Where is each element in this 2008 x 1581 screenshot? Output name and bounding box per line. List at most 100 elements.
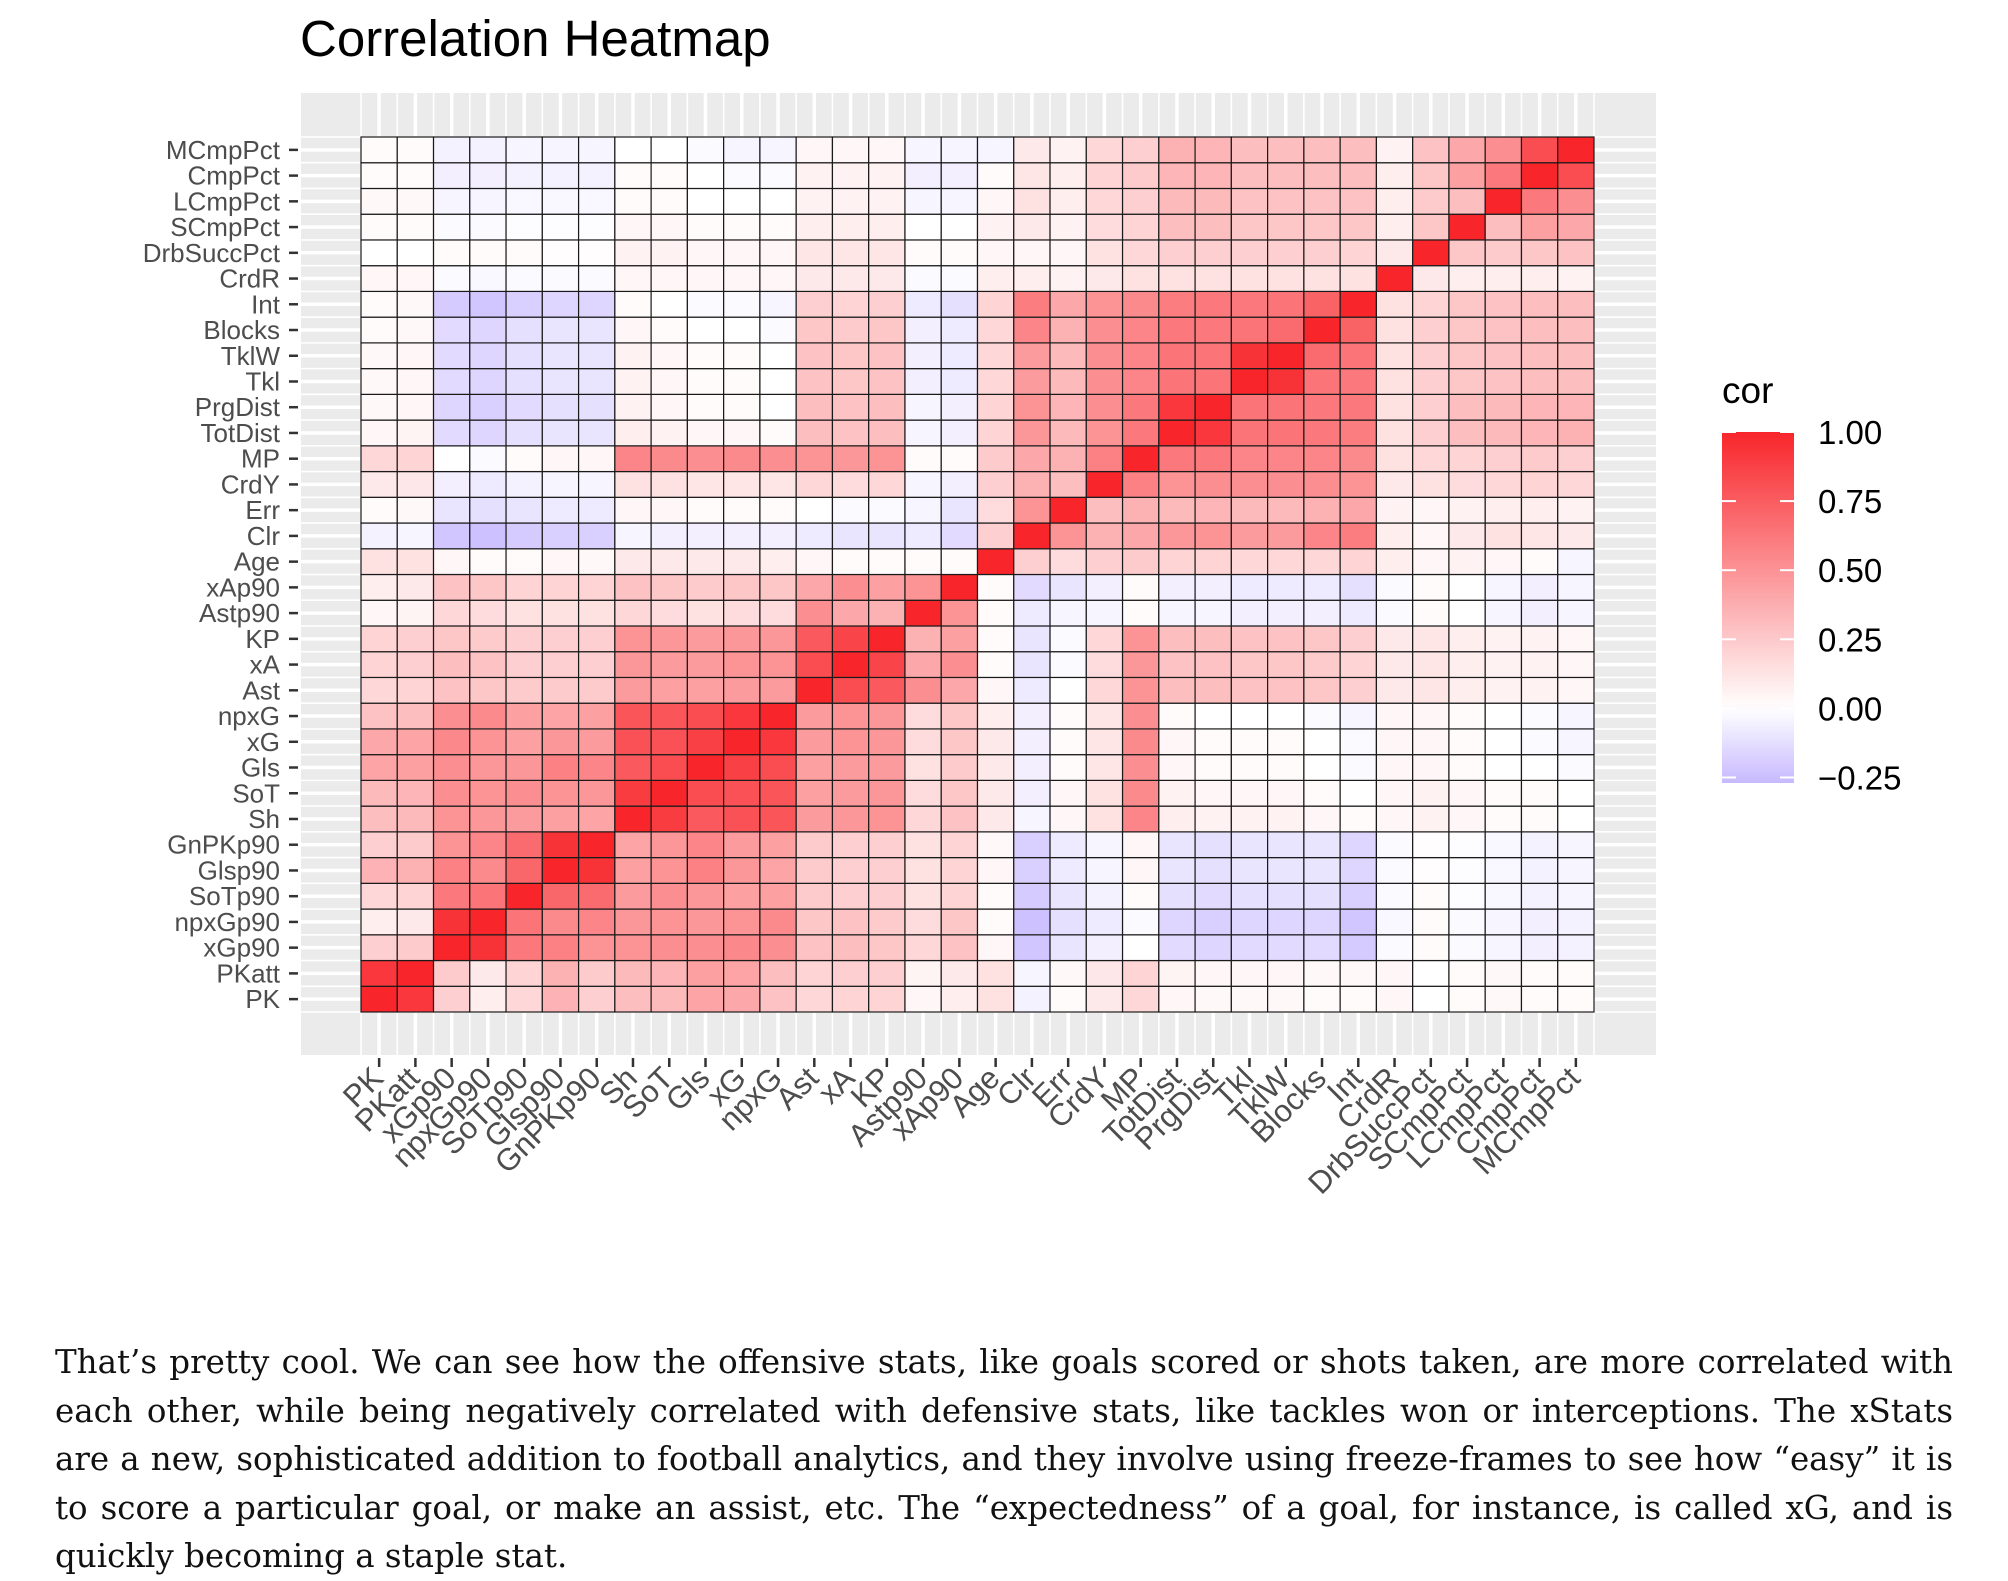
heatmap-tile-Int-PrgDist [1339, 393, 1378, 421]
heatmap-tile-LCmpPct-MP [1484, 445, 1523, 473]
heatmap-tile-DrbSuccPct-npxGp90 [1412, 908, 1450, 936]
heatmap-tile-SoTp90-xG [505, 728, 543, 756]
y-tick-label-Glsp90: Glsp90 [198, 855, 280, 885]
heatmap-tile-GnPKp90-Int [577, 290, 616, 318]
heatmap-tile-Tkl-PKatt [1230, 959, 1269, 987]
heatmap-tile-xGp90-Err [432, 496, 471, 524]
heatmap-tile-SoT-Glsp90 [650, 856, 688, 884]
heatmap-tile-GnPKp90-Astp90 [577, 599, 616, 627]
heatmap-tile-xG-npxGp90 [723, 908, 761, 936]
heatmap-tile-npxG-Err [759, 496, 797, 524]
heatmap-tile-Gls-Age [686, 548, 725, 576]
heatmap-tile-CmpPct-Gls [1520, 754, 1559, 781]
heatmap-tile-Age-xA [976, 651, 1015, 679]
heatmap-tile-npxGp90-npxGp90 [469, 908, 507, 936]
heatmap-tile-Blocks-Astp90 [1303, 599, 1341, 627]
heatmap-tile-Blocks-Int [1303, 290, 1341, 318]
heatmap-tile-GnPKp90-Err [577, 496, 616, 524]
heatmap-tile-SCmpPct-xGp90 [1448, 934, 1486, 962]
heatmap-tile-Gls-Astp90 [686, 599, 725, 627]
heatmap-tile-DrbSuccPct-TotDist [1412, 419, 1450, 447]
heatmap-tile-Tkl-Sh [1230, 805, 1269, 833]
heatmap-tile-MCmpPct-DrbSuccPct [1557, 239, 1595, 267]
heatmap-tile-Astp90-npxGp90 [904, 908, 942, 936]
heatmap-tile-SoT-KP [650, 625, 688, 653]
heatmap-tile-TklW-LCmpPct [1267, 187, 1305, 215]
heatmap-tile-DrbSuccPct-TklW [1412, 342, 1450, 370]
heatmap-tile-Tkl-xA [1230, 651, 1269, 679]
heatmap-tile-CrdR-xGp90 [1375, 934, 1414, 962]
heatmap-tile-PKatt-Clr [396, 522, 435, 550]
heatmap-tile-MP-npxGp90 [1121, 908, 1160, 936]
heatmap-tile-MCmpPct-npxGp90 [1557, 908, 1595, 936]
heatmap-tile-npxG-xGp90 [759, 934, 797, 962]
heatmap-tile-Astp90-MCmpPct [904, 136, 942, 164]
heatmap-tile-Err-DrbSuccPct [1049, 239, 1087, 267]
heatmap-tile-PKatt-npxG [396, 702, 435, 730]
heatmap-tile-Gls-CmpPct [686, 162, 725, 190]
y-tick-label-TotDist: TotDist [201, 418, 281, 448]
heatmap-tile-CmpPct-CrdY [1520, 470, 1559, 498]
heatmap-tile-Ast-SoTp90 [795, 882, 834, 910]
heatmap-tile-PKatt-SCmpPct [396, 213, 435, 241]
heatmap-tile-CmpPct-Age [1520, 548, 1559, 576]
heatmap-tile-Err-TklW [1049, 342, 1087, 370]
heatmap-tile-Gls-PrgDist [686, 393, 725, 421]
heatmap-tile-xAp90-Int [940, 290, 979, 318]
heatmap-tile-xG-xG [723, 728, 761, 756]
heatmap-tile-xG-Blocks [723, 316, 761, 344]
heatmap-tile-PKatt-PrgDist [396, 393, 435, 421]
heatmap-tile-CrdR-Int [1375, 290, 1414, 318]
heatmap-tile-Ast-Age [795, 548, 834, 576]
heatmap-tile-npxG-xAp90 [759, 573, 797, 601]
heatmap-tile-Int-Blocks [1339, 316, 1378, 344]
heatmap-tile-CrdR-SCmpPct [1375, 213, 1414, 241]
heatmap-tile-xA-CrdR [831, 265, 870, 293]
heatmap-tile-xG-xGp90 [723, 934, 761, 962]
heatmap-tile-Int-GnPKp90 [1339, 831, 1378, 859]
heatmap-tile-npxG-CrdR [759, 265, 797, 293]
heatmap-tile-KP-Sh [868, 805, 906, 833]
heatmap-tile-Tkl-Age [1230, 548, 1269, 576]
heatmap-tile-Sh-Tkl [614, 368, 652, 395]
heatmap-tile-SoT-TklW [650, 342, 688, 370]
heatmap-tile-CrdR-DrbSuccPct [1375, 239, 1414, 267]
heatmap-tile-GnPKp90-xG [577, 728, 616, 756]
caption-paragraph: That’s pretty cool. We can see how the o… [55, 1338, 1953, 1581]
heatmap-tile-npxG-SoT [759, 779, 797, 807]
heatmap-tile-DrbSuccPct-Glsp90 [1412, 856, 1450, 884]
heatmap-tile-CrdY-PKatt [1085, 959, 1124, 987]
heatmap-tile-PrgDist-TotDist [1194, 419, 1232, 447]
heatmap-tile-npxGp90-xG [469, 728, 507, 756]
heatmap-tile-TotDist-SoT [1158, 779, 1196, 807]
heatmap-tile-CmpPct-Blocks [1520, 316, 1559, 344]
heatmap-tile-CrdR-Sh [1375, 805, 1414, 833]
heatmap-tile-PrgDist-Err [1194, 496, 1232, 524]
heatmap-tile-xA-xA [831, 651, 870, 679]
heatmap-tile-SoTp90-xGp90 [505, 934, 543, 962]
heatmap-tile-Ast-PrgDist [795, 393, 834, 421]
heatmap-tile-PKatt-LCmpPct [396, 187, 435, 215]
heatmap-tile-TklW-TklW [1267, 342, 1305, 370]
heatmap-tile-npxG-Glsp90 [759, 856, 797, 884]
heatmap-tile-PrgDist-CmpPct [1194, 162, 1232, 190]
heatmap-tile-Age-xAp90 [976, 573, 1015, 601]
heatmap-tile-Sh-xAp90 [614, 573, 652, 601]
heatmap-tile-CmpPct-Glsp90 [1520, 856, 1559, 884]
y-tick-label-GnPKp90: GnPKp90 [167, 830, 280, 860]
y-tick-label-Clr: Clr [247, 521, 281, 551]
heatmap-tile-npxGp90-KP [469, 625, 507, 653]
heatmap-tile-SoTp90-PrgDist [505, 393, 543, 421]
heatmap-tile-CmpPct-PrgDist [1520, 393, 1559, 421]
heatmap-tile-Blocks-LCmpPct [1303, 187, 1341, 215]
heatmap-tile-xAp90-MP [940, 445, 979, 473]
heatmap-tile-SoT-SoT [650, 779, 688, 807]
heatmap-tile-PrgDist-GnPKp90 [1194, 831, 1232, 859]
heatmap-tile-Sh-TklW [614, 342, 652, 370]
heatmap-tile-Astp90-MP [904, 445, 942, 473]
heatmap-tile-SoT-Age [650, 548, 688, 576]
heatmap-tile-MP-Gls [1121, 754, 1160, 781]
chart-title: Correlation Heatmap [300, 10, 771, 67]
heatmap-tile-xA-KP [831, 625, 870, 653]
heatmap-tile-xGp90-Ast [432, 676, 471, 704]
